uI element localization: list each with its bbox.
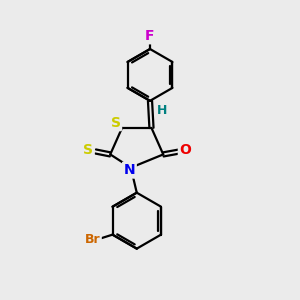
Text: N: N [124, 163, 135, 177]
Text: S: S [83, 143, 93, 157]
Text: S: S [110, 116, 121, 130]
Text: Br: Br [85, 233, 100, 246]
Text: H: H [157, 104, 167, 117]
Text: O: O [179, 143, 191, 157]
Text: F: F [145, 29, 155, 43]
